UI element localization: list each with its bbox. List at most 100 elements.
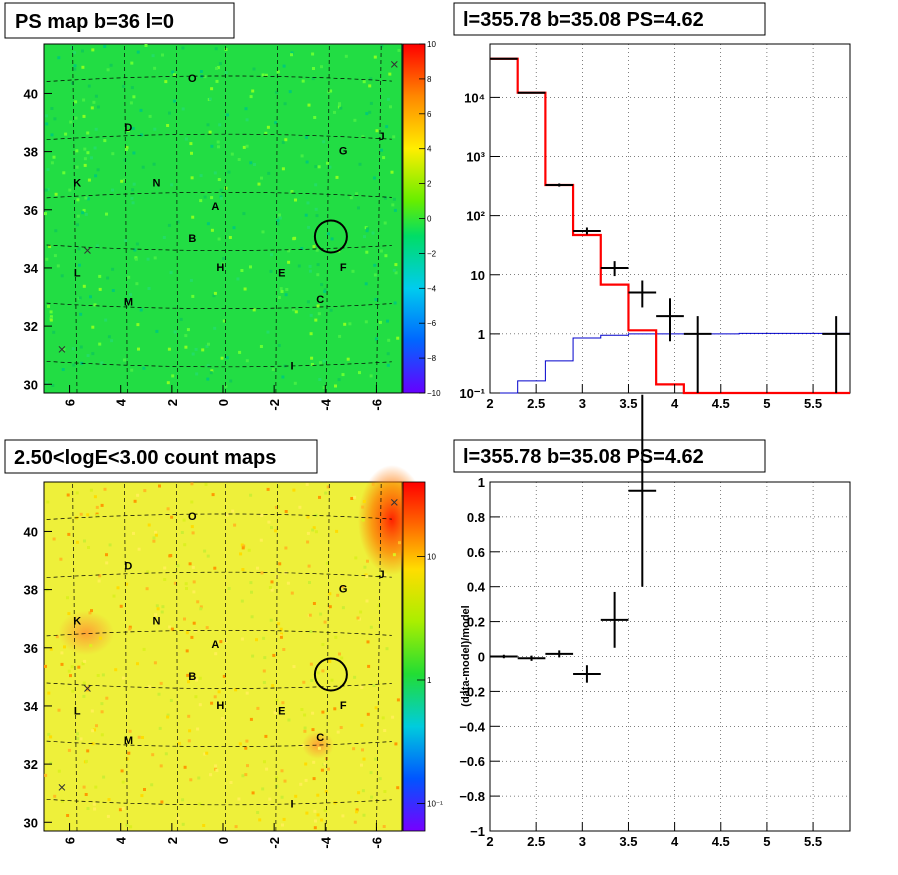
cm-noise-pixel	[163, 566, 167, 570]
ps-noise-pixel	[362, 80, 366, 84]
ps-noise-pixel	[89, 295, 92, 299]
ps-colorbar-tick-label: −10	[427, 389, 441, 398]
ps-noise-pixel	[131, 188, 135, 192]
spectrum-x-tick-label: 3.5	[619, 396, 637, 411]
ps-noise-pixel	[391, 203, 395, 207]
ps-noise-pixel	[73, 64, 77, 68]
ps-noise-pixel	[320, 65, 323, 69]
cm-noise-pixel	[75, 540, 79, 544]
cm-noise-pixel	[105, 561, 109, 565]
cm-noise-pixel	[168, 554, 172, 558]
ps-noise-pixel	[242, 212, 246, 216]
ps-noise-pixel	[210, 196, 214, 200]
cm-noise-pixel	[103, 487, 107, 491]
ps-colorbar-tick-label: 0	[427, 215, 432, 224]
cm-noise-pixel	[192, 580, 196, 584]
ps-noise-pixel	[365, 250, 369, 254]
ps-noise-pixel	[315, 214, 319, 218]
cm-grid-latitude-line	[46, 571, 392, 579]
ps-x-marker	[58, 346, 66, 353]
ps-noise-pixel	[346, 357, 350, 361]
cm-noise-pixel	[160, 610, 164, 614]
cm-noise-pixel	[259, 538, 263, 542]
cm-noise-pixel	[328, 659, 332, 663]
cm-noise-pixel	[311, 728, 315, 732]
ps-noise-pixel	[216, 140, 220, 144]
cm-grid-latitude-line	[46, 682, 392, 689]
spectrum-x-tick-label: 5	[763, 396, 770, 411]
cm-noise-pixel	[353, 675, 357, 679]
ps-noise-pixel	[276, 222, 280, 226]
cm-noise-pixel	[268, 586, 272, 589]
ps-noise-pixel	[397, 48, 401, 52]
cm-noise-pixel	[176, 564, 180, 568]
cm-noise-pixel	[116, 586, 120, 590]
cm-noise-pixel	[213, 566, 217, 570]
spectrum-y-tick-label: 10³	[466, 150, 485, 165]
spectrum-y-tick-label: 1	[478, 327, 485, 342]
ps-noise-pixel	[314, 183, 318, 187]
cm-noise-pixel	[396, 698, 400, 702]
cm-noise-pixel	[47, 691, 51, 695]
cm-region-label: H	[216, 700, 224, 712]
ps-noise-pixel	[191, 352, 195, 356]
ps-noise-pixel	[366, 227, 370, 231]
cm-noise-pixel	[107, 798, 111, 802]
cm-noise-pixel	[188, 729, 192, 733]
ps-noise-pixel	[52, 155, 56, 159]
cm-noise-pixel	[367, 664, 371, 668]
cm-region-label: E	[278, 706, 285, 718]
cm-noise-pixel	[356, 616, 360, 620]
cm-noise-pixel	[365, 575, 368, 578]
residual-y-tick-label: 1	[478, 475, 485, 490]
cm-noise-pixel	[276, 505, 280, 509]
cm-noise-pixel	[44, 773, 48, 777]
cm-noise-pixel	[383, 729, 387, 732]
ps-noise-pixel	[240, 269, 244, 272]
residual-x-tick-label: 5	[763, 834, 770, 849]
cm-noise-pixel	[57, 769, 61, 773]
ps-region-label: I	[290, 361, 293, 373]
cm-noise-pixel	[262, 636, 266, 640]
ps-noise-pixel	[84, 196, 88, 200]
ps-noise-pixel	[317, 312, 321, 316]
ps-map-plot-area	[43, 43, 403, 394]
ps-noise-pixel	[232, 226, 236, 230]
cm-noise-pixel	[303, 729, 307, 733]
spectrum-x-tick-label: 2.5	[527, 396, 545, 411]
ps-noise-pixel	[317, 165, 321, 169]
ps-noise-pixel	[334, 384, 337, 388]
ps-noise-pixel	[323, 290, 327, 294]
cm-noise-pixel	[100, 733, 104, 737]
cm-noise-pixel	[102, 775, 106, 779]
ps-noise-pixel	[219, 196, 223, 200]
ps-noise-pixel	[245, 359, 249, 363]
cm-source-circle	[313, 657, 348, 692]
cm-region-label: A	[211, 639, 219, 651]
cm-noise-pixel	[336, 730, 340, 734]
cm-noise-pixel	[360, 685, 364, 689]
cm-noise-pixel	[247, 548, 251, 552]
ps-noise-pixel	[308, 264, 312, 268]
ps-noise-pixel	[57, 56, 61, 60]
cm-noise-pixel	[330, 678, 334, 682]
ps-noise-pixel	[95, 244, 99, 248]
cm-noise-pixel	[318, 495, 321, 499]
ps-noise-pixel	[369, 374, 373, 378]
ps-noise-pixel	[328, 165, 332, 169]
ps-noise-pixel	[351, 269, 355, 273]
ps-noise-pixel	[77, 247, 81, 251]
ps-noise-pixel	[140, 133, 143, 137]
ps-noise-pixel	[123, 178, 126, 182]
cm-noise-pixel	[278, 562, 282, 566]
cm-noise-pixel	[263, 656, 267, 660]
ps-noise-pixel	[106, 68, 110, 72]
count-colorbar-tick-label: 1	[427, 676, 432, 685]
ps-noise-pixel	[392, 268, 396, 272]
cm-noise-pixel	[69, 674, 72, 678]
spectrum-x-tick-label: 3	[579, 396, 586, 411]
cm-noise-pixel	[105, 553, 108, 557]
ps-noise-pixel	[62, 347, 66, 351]
ps-noise-pixel	[335, 175, 339, 179]
